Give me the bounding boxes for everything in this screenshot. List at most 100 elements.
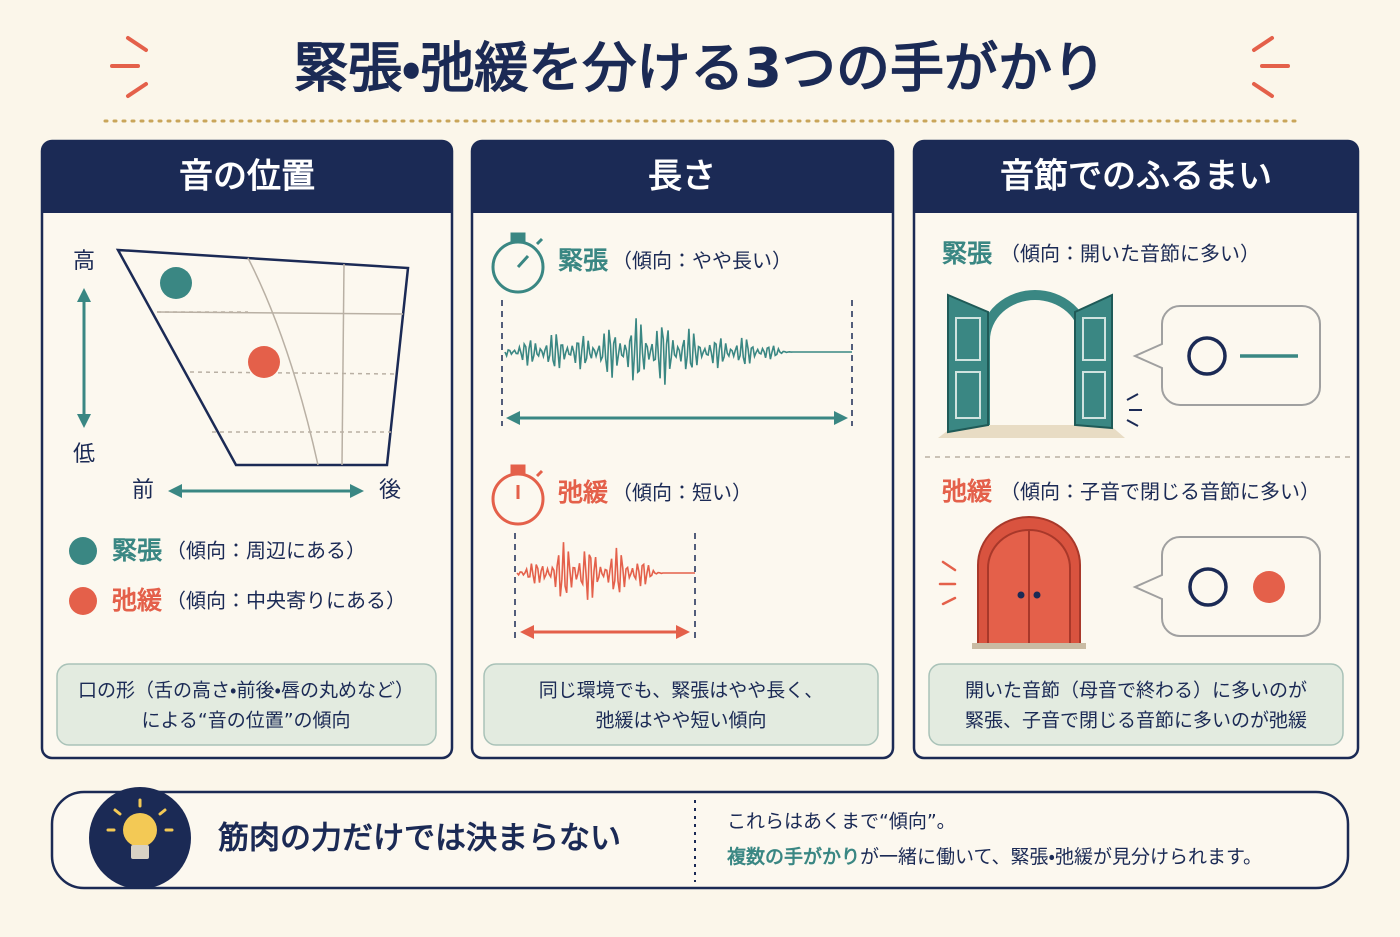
stopwatch-tense [491,232,545,294]
panel-header: 音の位置 [179,157,315,197]
stopwatch-tense-part [516,254,530,269]
title-decoration-part [126,82,148,98]
duration-arrow-tense-part [506,411,520,425]
title-decoration [110,36,1290,98]
open-door-part [955,371,981,419]
length-tendency: （傾向：短い） [612,481,752,505]
title: 緊張・弛緩を分ける3つの手がかり [294,37,1106,100]
duration-arrow-tense-part [834,411,848,425]
stopwatch-lax-part [510,464,526,475]
title-decoration-part [1252,36,1274,52]
consonant-symbol [1253,571,1285,603]
title-decoration-part [1252,82,1274,98]
note-line: 緊張、子音で閉じる音節に多いのが弛緩 [965,710,1307,732]
note-line: 開いた音節（母音で終わる）に多いのが [965,680,1307,702]
stopwatch-tense-part [510,232,526,243]
legend-tendency: （傾向：中央寄りにある） [166,589,406,613]
duration-arrow-lax [520,625,690,639]
vowel-symbol [1187,336,1227,376]
note-box [928,663,1344,746]
syllable-tendency: （傾向：開いた音節に多い） [1000,242,1260,266]
vowel-symbol [1188,567,1228,607]
stopwatch-lax [491,464,545,526]
bulb-icon-part-part [158,808,167,816]
open-door-part [1126,393,1139,401]
legend-dot [69,537,97,565]
closed-door-part [1017,591,1025,599]
footer-line: 複数の手がかりが一緒に働いて、緊張・弛緩が見分けられます。 [726,845,1262,868]
closed-door-part-part [941,560,957,572]
open-door-part [938,425,1125,438]
note-line: による“音の位置”の傾向 [141,710,350,732]
stopwatch-tense-part [535,237,544,246]
stopwatch-lax-part [535,469,544,478]
footer-box [50,790,1350,890]
axis-label: 後 [379,478,401,503]
closed-door-part [938,560,957,606]
legend-tendency: （傾向：周辺にある） [166,539,366,563]
syllable-tendency: （傾向：子音で閉じる音節に多い） [1000,480,1320,504]
closed-door-part-part [941,596,957,606]
axis-label: 高 [73,249,95,274]
footer-line: これらはあくまで“傾向”。 [727,811,956,833]
panel-frames-part [914,141,1358,213]
axis-label: 前 [132,478,154,503]
note-box [483,663,879,746]
panel-header: 長さ [648,157,716,197]
bulb-icon-part [106,798,174,832]
tense-vowel-dot [160,267,192,299]
vowel-chart-part-part [247,257,319,466]
speech-bubble [1132,305,1321,406]
axis-arrows-part [77,414,91,428]
open-door-part [955,317,981,361]
panel-header: 音節でのふるまい [1000,157,1272,197]
note-line: 弛緩はやや短い傾向 [595,710,766,732]
bulb-icon-part [131,845,149,859]
legend-label: 弛緩 [112,586,163,615]
open-door-part [1082,317,1106,361]
footer-emphasis: 複数の手がかり [726,845,860,868]
axis-arrows-part [350,484,364,498]
length-label: 緊張 [558,246,609,275]
length-label: 弛緩 [558,478,609,507]
open-door-part [1082,371,1106,419]
open-door-part [1074,293,1113,430]
length-tendency: （傾向：やや長い） [612,249,792,273]
bulb-icon-part-part [113,808,122,816]
title-decoration-part [126,36,148,52]
note-line: 口の形（舌の高さ・前後・唇の丸めなど） [78,680,414,702]
legend-label: 緊張 [112,536,163,565]
closed-door [938,516,1086,649]
lax-vowel-dot [248,346,280,378]
waveform-lax [516,542,695,600]
axis-arrows-part [168,484,182,498]
note-box [56,663,437,746]
panel-frames-part [42,141,452,213]
vowel-chart-part [156,257,404,466]
note-line: 同じ環境でも、緊張はやや長く、 [539,680,823,702]
vowel-chart-part [115,248,410,467]
open-door-part [1126,419,1139,427]
footer-heading: 筋肉の力だけでは決まらない [218,821,621,857]
open-door [938,290,1142,438]
panel-frames-part [472,141,893,213]
waveform-tense [504,318,852,385]
vowel-chart [115,248,410,467]
closed-door-part [972,643,1086,649]
legend-dot [69,587,97,615]
open-door-part [947,293,989,434]
footer-text: が一緒に働いて、緊張・弛緩が見分けられます。 [860,846,1262,868]
closed-door-part [1033,591,1041,599]
bulb-icon-part [123,813,157,847]
bulb-icon [106,798,174,859]
syllable-label: 緊張 [942,239,993,268]
syllable-label: 弛緩 [942,477,993,506]
duration-arrow-tense [506,411,848,425]
axis-arrows [77,288,364,498]
duration-markers-tense [501,300,853,426]
duration-arrow-lax-part [676,625,690,639]
duration-arrow-lax-part [520,625,534,639]
vowel-chart-part-part [189,371,398,375]
